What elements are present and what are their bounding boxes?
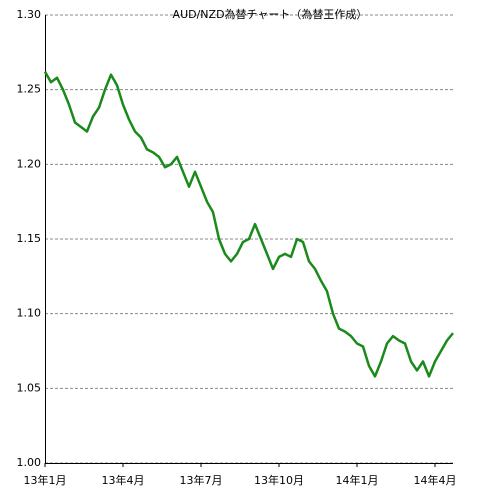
chart-title: AUD/NZD為替チャート（為替王作成）	[173, 7, 368, 21]
x-tick-label: 13年7月	[180, 473, 223, 487]
x-tick-label: 14年1月	[336, 473, 379, 487]
x-tick-label: 14年4月	[414, 473, 457, 487]
y-tick-label: 1.10	[17, 307, 42, 320]
y-tick-label: 1.25	[17, 83, 42, 96]
y-tick-label: 1.05	[17, 381, 42, 394]
y-tick-label: 1.20	[17, 157, 42, 170]
x-tick-label: 13年4月	[102, 473, 145, 487]
x-tick-label: 13年1月	[24, 473, 67, 487]
y-tick-label: 1.30	[17, 8, 42, 21]
y-tick-label: 1.15	[17, 232, 42, 245]
data-line	[43, 71, 454, 378]
x-tick-label: 13年10月	[254, 473, 304, 487]
y-tick-label: 1.00	[17, 456, 42, 469]
